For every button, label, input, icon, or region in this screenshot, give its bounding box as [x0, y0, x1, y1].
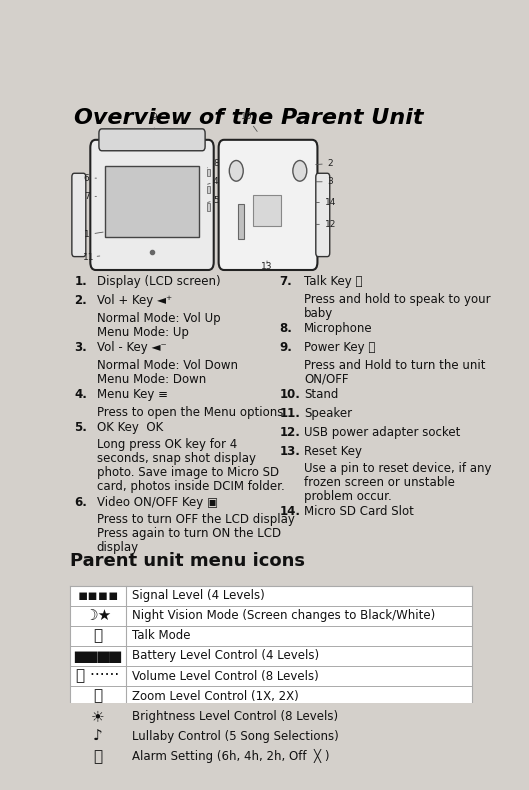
Text: USB power adapter socket: USB power adapter socket: [304, 426, 460, 438]
Text: Normal Mode: Vol Up: Normal Mode: Vol Up: [97, 312, 221, 325]
Text: Brightness Level Control (8 Levels): Brightness Level Control (8 Levels): [132, 709, 338, 723]
Text: Menu Mode: Down: Menu Mode: Down: [97, 373, 206, 386]
Text: 6: 6: [84, 174, 96, 182]
Text: 1: 1: [84, 230, 103, 239]
Bar: [207, 169, 209, 176]
Text: 3.: 3.: [74, 341, 87, 354]
Text: Press to turn OFF the LCD display: Press to turn OFF the LCD display: [97, 514, 295, 526]
Text: 🎤: 🎤: [93, 628, 103, 643]
Text: Reset Key: Reset Key: [304, 445, 362, 457]
Text: 6.: 6.: [74, 495, 87, 509]
Bar: [207, 203, 209, 211]
Text: seconds, snap shot display: seconds, snap shot display: [97, 453, 256, 465]
Text: 7.: 7.: [279, 276, 292, 288]
Bar: [70, 585, 472, 766]
Text: 4: 4: [207, 177, 218, 186]
Text: 12: 12: [316, 220, 336, 229]
Circle shape: [229, 160, 243, 181]
Text: ▆▆▆▆: ▆▆▆▆: [75, 649, 121, 664]
Text: Video ON/OFF Key ▣: Video ON/OFF Key ▣: [97, 495, 218, 509]
Text: Night Vision Mode (Screen changes to Black/White): Night Vision Mode (Screen changes to Bla…: [132, 609, 435, 623]
Text: Parent unit menu icons: Parent unit menu icons: [70, 552, 305, 570]
Text: ▪▪▪▪: ▪▪▪▪: [77, 589, 118, 604]
Text: Long press OK key for 4: Long press OK key for 4: [97, 438, 237, 452]
Text: 10: 10: [241, 112, 257, 131]
Bar: [239, 204, 244, 239]
Text: Alarm Setting (6h, 4h, 2h, Off  ╳ ): Alarm Setting (6h, 4h, 2h, Off ╳ ): [132, 749, 329, 763]
Text: 1.: 1.: [74, 276, 87, 288]
FancyBboxPatch shape: [99, 129, 205, 151]
Text: ON/OFF: ON/OFF: [304, 373, 349, 386]
Text: 4.: 4.: [74, 388, 87, 401]
Text: Speaker: Speaker: [304, 407, 352, 419]
FancyBboxPatch shape: [218, 140, 317, 270]
Text: photo. Save image to Micro SD: photo. Save image to Micro SD: [97, 466, 279, 480]
Circle shape: [293, 160, 307, 181]
FancyBboxPatch shape: [72, 173, 86, 257]
Text: 🔊 ······: 🔊 ······: [76, 668, 120, 683]
Text: Display (LCD screen): Display (LCD screen): [97, 276, 221, 288]
Bar: [253, 195, 281, 226]
Text: Overview of the Parent Unit: Overview of the Parent Unit: [74, 108, 424, 128]
Text: 14: 14: [316, 198, 336, 207]
Text: Press and Hold to turn the unit: Press and Hold to turn the unit: [304, 359, 486, 372]
Text: Power Key Ⓟ: Power Key Ⓟ: [304, 341, 375, 354]
Text: 13: 13: [261, 261, 273, 271]
Text: ♪: ♪: [93, 728, 103, 743]
Text: Menu Key ≡: Menu Key ≡: [97, 388, 168, 401]
Text: Lullaby Control (5 Song Selections): Lullaby Control (5 Song Selections): [132, 730, 339, 743]
Text: Micro SD Card Slot: Micro SD Card Slot: [304, 506, 414, 518]
Text: 14.: 14.: [279, 506, 300, 518]
Text: frozen screen or unstable: frozen screen or unstable: [304, 476, 455, 489]
Text: Signal Level (4 Levels): Signal Level (4 Levels): [132, 589, 264, 602]
Text: Zoom Level Control (1X, 2X): Zoom Level Control (1X, 2X): [132, 690, 298, 702]
Text: Press to open the Menu options: Press to open the Menu options: [97, 405, 283, 419]
Text: 13.: 13.: [279, 445, 300, 457]
Text: 🔍: 🔍: [93, 689, 103, 704]
Text: baby: baby: [304, 307, 333, 320]
FancyBboxPatch shape: [90, 140, 214, 270]
Text: ☀: ☀: [91, 709, 105, 724]
Text: display: display: [97, 541, 139, 555]
Text: 9: 9: [151, 114, 157, 129]
Text: OK Key  OK: OK Key OK: [97, 421, 163, 434]
Text: Press and hold to speak to your: Press and hold to speak to your: [304, 293, 490, 306]
Text: Stand: Stand: [304, 388, 338, 401]
Text: card, photos inside DCIM folder.: card, photos inside DCIM folder.: [97, 480, 285, 494]
Text: 5: 5: [207, 196, 218, 205]
Text: 9.: 9.: [279, 341, 292, 354]
Text: 11: 11: [83, 253, 100, 261]
Text: Talk Key 🎤: Talk Key 🎤: [304, 276, 362, 288]
Text: 8.: 8.: [279, 322, 292, 335]
Bar: [105, 166, 199, 236]
Text: Battery Level Control (4 Levels): Battery Level Control (4 Levels): [132, 649, 319, 663]
Text: ⏰: ⏰: [93, 749, 103, 764]
Text: 12.: 12.: [279, 426, 300, 438]
Text: Press again to turn ON the LCD: Press again to turn ON the LCD: [97, 527, 281, 540]
Text: 5.: 5.: [74, 421, 87, 434]
Text: 11.: 11.: [279, 407, 300, 419]
Text: ☽★: ☽★: [84, 608, 112, 623]
Text: Vol + Key ◄⁺: Vol + Key ◄⁺: [97, 295, 172, 307]
Text: 7: 7: [84, 192, 96, 201]
Text: Vol - Key ◄⁻: Vol - Key ◄⁻: [97, 341, 167, 354]
Text: Talk Mode: Talk Mode: [132, 630, 190, 642]
Text: problem occur.: problem occur.: [304, 491, 391, 503]
Text: 3: 3: [316, 177, 333, 186]
Text: 2: 2: [316, 159, 333, 168]
Text: 8: 8: [207, 159, 218, 168]
Text: Menu Mode: Up: Menu Mode: Up: [97, 326, 189, 339]
Text: 2.: 2.: [74, 295, 87, 307]
Text: Microphone: Microphone: [304, 322, 372, 335]
Bar: [207, 186, 209, 194]
Text: 10.: 10.: [279, 388, 300, 401]
FancyBboxPatch shape: [316, 173, 330, 257]
Text: Normal Mode: Vol Down: Normal Mode: Vol Down: [97, 359, 238, 372]
Text: Use a pin to reset device, if any: Use a pin to reset device, if any: [304, 462, 491, 476]
Text: Volume Level Control (8 Levels): Volume Level Control (8 Levels): [132, 670, 318, 683]
